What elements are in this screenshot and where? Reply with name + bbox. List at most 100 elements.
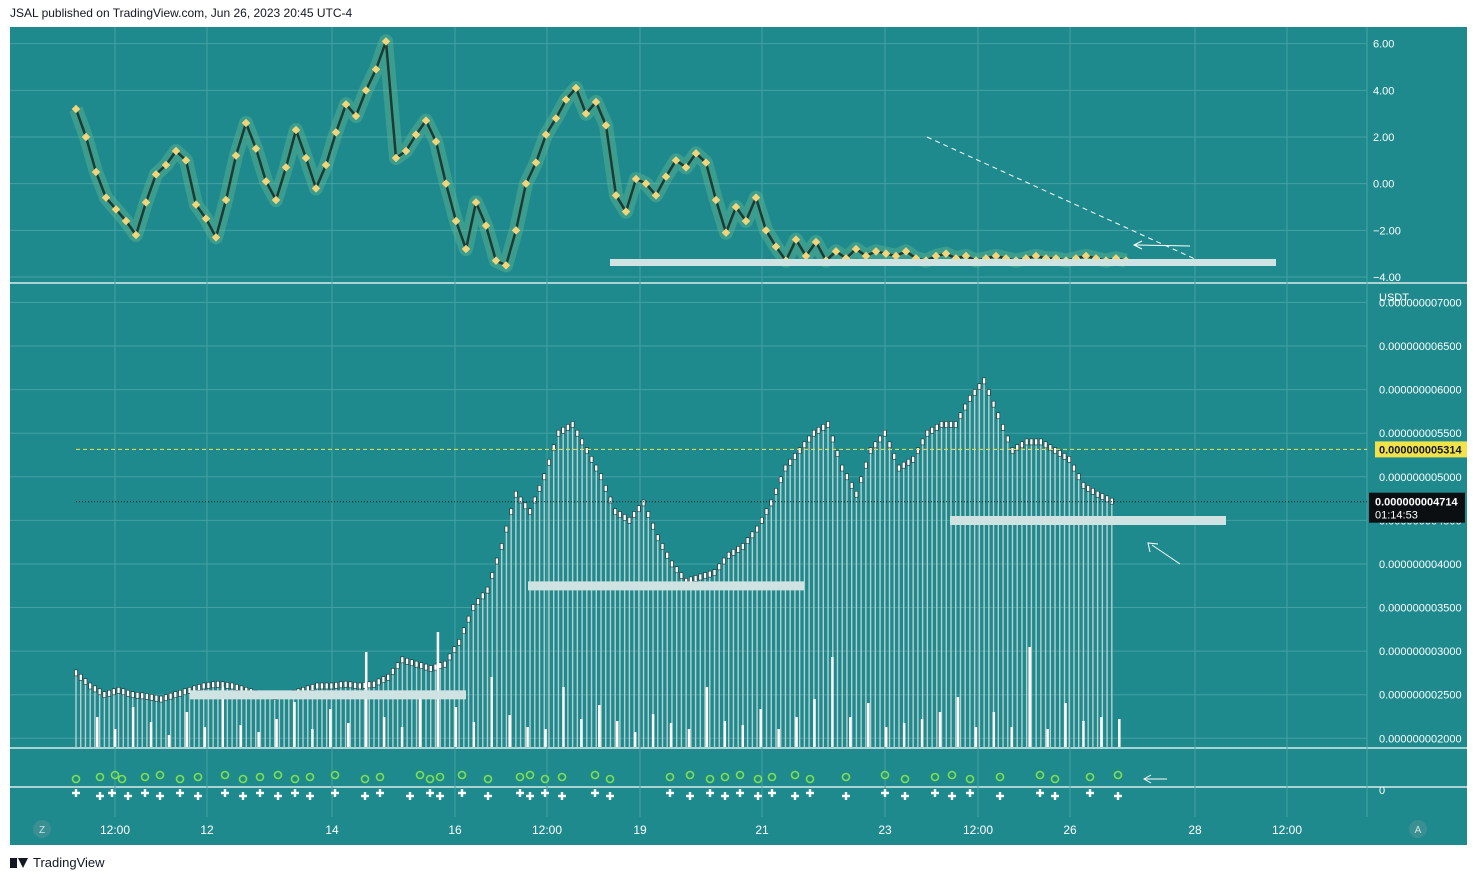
signal-green-dot bbox=[705, 774, 715, 784]
price-axis: 6.004.002.000.00−2.00−4.00USDT0.00000000… bbox=[1369, 39, 1467, 797]
price-candle bbox=[1091, 488, 1095, 495]
volume-bar bbox=[884, 727, 888, 747]
price-candle bbox=[400, 656, 405, 664]
oscillator-marker bbox=[351, 111, 361, 121]
price-candle bbox=[235, 684, 239, 691]
price-candle bbox=[126, 689, 130, 697]
signal-green-dot bbox=[767, 772, 777, 782]
time-tick-label: 19 bbox=[633, 823, 647, 837]
price-candle bbox=[925, 429, 930, 437]
price-candle bbox=[987, 389, 991, 396]
price-candle bbox=[972, 389, 977, 396]
grid-lines bbox=[10, 27, 1467, 845]
price-candle bbox=[528, 508, 532, 515]
signal-green-dot bbox=[425, 774, 435, 784]
price-candle bbox=[88, 682, 92, 690]
price-candle bbox=[561, 426, 565, 434]
signal-green-dot bbox=[605, 774, 615, 784]
price-candle bbox=[164, 694, 168, 701]
signal-green-dot bbox=[193, 772, 203, 782]
price-candle bbox=[495, 557, 499, 565]
tradingview-footer[interactable]: TradingView bbox=[10, 855, 105, 870]
price-candle bbox=[462, 627, 466, 635]
signal-green-dot bbox=[330, 770, 340, 780]
volume-bar bbox=[293, 702, 296, 747]
price-candle bbox=[78, 673, 83, 681]
signal-green-dot bbox=[790, 770, 800, 780]
price-candle bbox=[93, 685, 97, 693]
signal-green-dot bbox=[457, 770, 467, 780]
volume-bar bbox=[185, 712, 189, 747]
price-candle bbox=[197, 684, 201, 691]
price-candle bbox=[655, 534, 660, 542]
oscillator-marker bbox=[81, 132, 91, 142]
price-candle bbox=[939, 421, 944, 428]
price-candle bbox=[1001, 424, 1005, 431]
price-candle bbox=[410, 659, 414, 667]
oscillator-line bbox=[74, 40, 1127, 267]
signal-green-dot bbox=[140, 772, 150, 782]
price-tick-label: 0.000000004000 bbox=[1379, 559, 1462, 571]
volume-bar bbox=[113, 729, 117, 747]
price-candle bbox=[1020, 441, 1024, 449]
price-candle bbox=[651, 522, 655, 530]
price-candle bbox=[1067, 456, 1072, 463]
oscillator-marker bbox=[471, 198, 481, 207]
price-candle bbox=[159, 695, 163, 703]
price-candle bbox=[670, 560, 674, 568]
price-candle bbox=[140, 692, 145, 700]
price-candle bbox=[864, 461, 868, 469]
price-candle bbox=[755, 525, 759, 533]
price-candle bbox=[580, 438, 584, 446]
price-candle bbox=[1110, 497, 1114, 505]
price-candle bbox=[329, 682, 334, 690]
price-candle bbox=[145, 693, 149, 700]
oscillator-marker bbox=[301, 153, 311, 163]
volume-bar bbox=[454, 707, 458, 747]
price-candle bbox=[731, 549, 736, 556]
price-candle bbox=[201, 682, 206, 690]
auto-scale-badge bbox=[1409, 820, 1427, 838]
price-candle bbox=[575, 429, 580, 437]
volume-bar bbox=[633, 732, 637, 747]
price-candle bbox=[74, 669, 78, 677]
oscillator-marker bbox=[121, 216, 131, 226]
price-candle bbox=[603, 485, 608, 492]
price-candle bbox=[230, 682, 234, 690]
price-candle bbox=[807, 435, 811, 443]
signal-green-dot bbox=[220, 770, 230, 780]
price-candle bbox=[1010, 447, 1015, 454]
signal-green-dot bbox=[273, 770, 283, 780]
price-tick-label: 0.000000005000 bbox=[1379, 472, 1462, 484]
volume-bar bbox=[508, 715, 511, 747]
price-candle bbox=[679, 572, 684, 579]
volume-bar bbox=[813, 699, 816, 747]
price-candle bbox=[845, 473, 849, 481]
signal-green-dot bbox=[71, 774, 81, 784]
price-candle bbox=[736, 546, 740, 553]
volume-bar bbox=[902, 723, 906, 747]
signal-green-dot bbox=[375, 772, 385, 782]
price-candle bbox=[608, 496, 613, 504]
price-candle bbox=[391, 668, 395, 675]
oscillator-marker bbox=[191, 200, 201, 209]
time-tick-label: 12:00 bbox=[963, 823, 993, 837]
publisher-header: JSAL published on TradingView.com, Jun 2… bbox=[10, 6, 353, 20]
chart-area[interactable]: 6.004.002.000.00−2.00−4.00USDT0.00000000… bbox=[10, 27, 1467, 845]
volume-bar bbox=[938, 712, 942, 747]
price-candle bbox=[173, 691, 178, 698]
volume-bar bbox=[920, 719, 924, 747]
price-candle bbox=[476, 598, 480, 606]
price-candle bbox=[741, 543, 745, 550]
time-tick-label: 16 bbox=[448, 823, 462, 837]
price-candle bbox=[424, 663, 428, 671]
signal-green-dot bbox=[805, 774, 815, 784]
price-candle bbox=[849, 482, 854, 489]
volume-bar bbox=[472, 722, 476, 747]
signal-green-dot bbox=[753, 774, 763, 784]
price-tick-label: 0.000000002000 bbox=[1379, 733, 1462, 745]
price-candle bbox=[1024, 438, 1029, 446]
price-tick-label: 0.000000005500 bbox=[1379, 428, 1462, 440]
volume-bar bbox=[956, 697, 960, 747]
signal-green-dot bbox=[255, 772, 265, 782]
